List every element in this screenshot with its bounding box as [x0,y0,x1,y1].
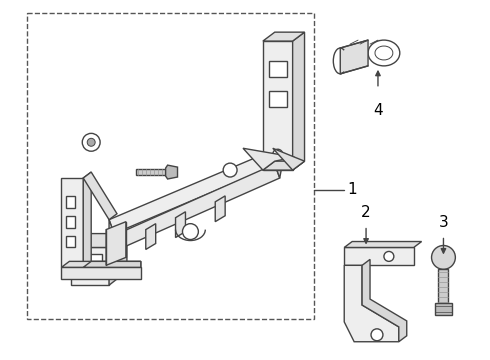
Text: 3: 3 [439,215,448,230]
Polygon shape [61,267,141,279]
Polygon shape [72,247,109,285]
Polygon shape [109,148,283,234]
Text: 2: 2 [361,205,371,220]
Polygon shape [344,265,399,342]
Polygon shape [344,242,421,247]
Polygon shape [78,255,102,278]
Polygon shape [263,41,293,170]
Polygon shape [263,161,305,170]
Polygon shape [435,303,452,315]
Circle shape [384,251,394,261]
Polygon shape [61,178,83,267]
Polygon shape [106,222,126,265]
Polygon shape [344,247,414,265]
Polygon shape [61,261,141,267]
Polygon shape [66,216,75,228]
Bar [26,13,315,319]
Circle shape [371,329,383,341]
Polygon shape [275,148,283,178]
Circle shape [182,224,198,239]
Circle shape [432,246,455,269]
Polygon shape [109,234,127,285]
Polygon shape [269,91,287,107]
Polygon shape [175,212,185,238]
Polygon shape [83,172,117,220]
Circle shape [87,138,95,146]
Circle shape [82,133,100,151]
Polygon shape [109,220,114,251]
Text: 1: 1 [347,183,357,197]
Polygon shape [166,165,177,179]
Polygon shape [136,169,168,175]
Polygon shape [263,32,305,41]
Polygon shape [72,234,127,247]
Polygon shape [340,40,368,74]
Polygon shape [109,164,280,251]
Polygon shape [83,172,91,267]
Polygon shape [273,148,305,170]
Polygon shape [215,196,225,222]
Polygon shape [66,235,75,247]
Polygon shape [243,148,294,170]
Polygon shape [269,61,287,77]
Text: 4: 4 [373,103,383,118]
Polygon shape [66,196,75,208]
Polygon shape [146,224,156,249]
Polygon shape [439,269,448,303]
Polygon shape [362,260,407,342]
Circle shape [273,149,283,159]
Polygon shape [83,261,141,267]
Polygon shape [293,32,305,170]
Circle shape [223,163,237,177]
